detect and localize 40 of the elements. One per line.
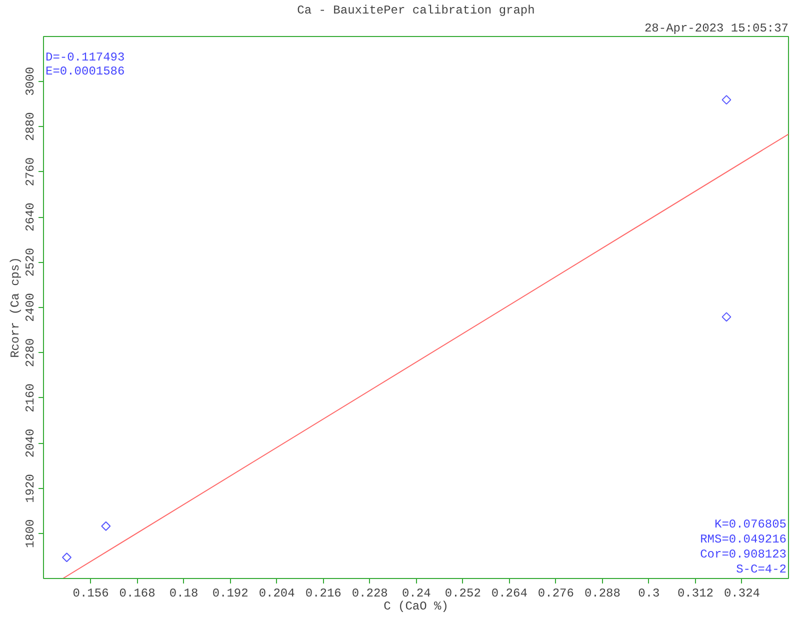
chart-title: Ca - BauxitePer calibration graph	[297, 4, 535, 18]
x-tick-label: 0.312	[677, 586, 714, 600]
annotation: RMS=0.049216	[700, 532, 787, 546]
y-tick-label: 2040	[24, 428, 38, 458]
annotation: E=0.0001586	[46, 64, 125, 78]
x-axis-title: C (CaO %)	[384, 600, 448, 614]
x-tick-label: 0.324	[724, 586, 760, 600]
annotation: K=0.076805	[714, 518, 787, 532]
x-tick-label: 0.24	[402, 586, 431, 600]
annotation: Cor=0.908123	[700, 548, 787, 562]
x-tick-label: 0.192	[212, 586, 248, 600]
x-tick-label: 0.3	[638, 586, 660, 600]
y-tick-label: 2280	[24, 338, 38, 368]
y-tick-label: 2640	[24, 202, 38, 232]
annotation: D=-0.117493	[46, 50, 125, 64]
point	[722, 95, 732, 105]
x-tick-label: 0.168	[119, 586, 156, 600]
x-tick-label: 0.204	[258, 586, 295, 600]
point	[722, 312, 732, 322]
x-tick-label: 0.276	[538, 586, 574, 600]
x-tick-label: 0.252	[444, 586, 481, 600]
y-axis-title: Rcorr (Ca cps)	[8, 257, 22, 358]
x-tick-label: 0.228	[352, 586, 388, 600]
annotation: S-C=4-2	[736, 562, 787, 576]
point	[62, 552, 72, 562]
y-tick-label: 2880	[24, 112, 38, 141]
text: 28-Apr-2023 15:05:37	[644, 22, 789, 36]
x-tick-label: 0.216	[305, 586, 342, 600]
x-tick-label: 0.264	[491, 586, 528, 600]
y-tick-label: 1920	[24, 474, 38, 503]
y-tick-label: 3000	[24, 66, 38, 96]
y-tick-label: 2160	[24, 384, 38, 412]
point	[101, 521, 111, 531]
y-tick-label: 2520	[24, 248, 38, 277]
y-tick-label: 2760	[24, 157, 38, 186]
x-tick-label: 0.18	[169, 586, 198, 600]
y-tick-label: 2400	[24, 293, 38, 322]
x-tick-label: 0.156	[72, 586, 109, 600]
x-tick-label: 0.288	[584, 586, 620, 600]
y-tick-label: 1800	[24, 519, 38, 548]
